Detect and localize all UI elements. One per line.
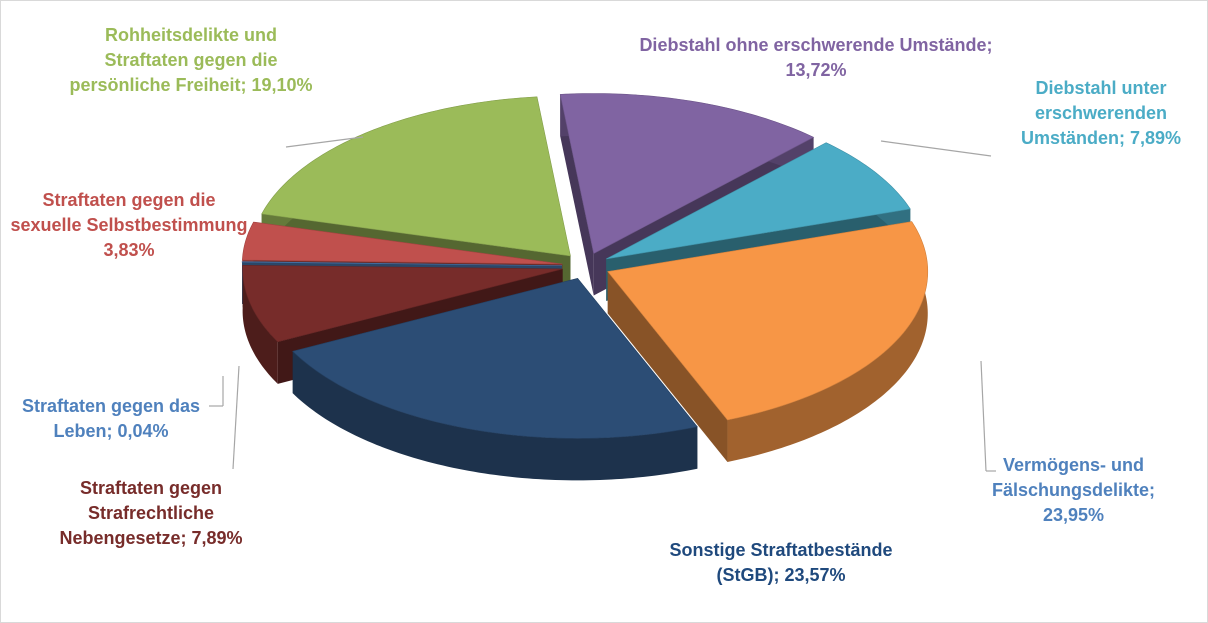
leader-line (980, 360, 987, 472)
slice (242, 265, 563, 343)
value-label: ; 7,89% (180, 528, 243, 548)
slice (241, 261, 563, 266)
value-label: ; 0,04% (106, 421, 169, 441)
value-label: 3,83% (103, 240, 155, 260)
value-label: ; 23,57% (773, 565, 846, 585)
slice-side (292, 351, 698, 481)
category-name: Straftaten gegen Strafrechtliche Nebenge… (59, 478, 223, 548)
category-name: Vermögens- und Fälschungsdelikte (991, 455, 1150, 500)
category-name: Diebstahl unter erschwerenden Umständen (1020, 78, 1168, 148)
slice (242, 221, 563, 265)
slice-label: Sonstige Straftatbestände (StGB); 23,57% (661, 538, 901, 588)
value-label: ; 23,95% (1042, 480, 1156, 525)
value-label: ; 7,89% (1118, 128, 1182, 148)
slice-label: Rohheitsdelikte und Straftaten gegen die… (66, 23, 316, 98)
value-label: ; 19,10% (240, 75, 313, 95)
leader-line (232, 365, 240, 470)
slice-wall (607, 271, 728, 462)
category-name: Diebstahl ohne erschwerende Umstände (639, 35, 987, 55)
category-name: Rohheitsdelikte und Straftaten gegen die… (69, 25, 278, 95)
slice-side (727, 221, 928, 462)
slice (292, 278, 698, 439)
slice (606, 142, 911, 260)
leader-line (880, 140, 992, 157)
slice-label: Diebstahl ohne erschwerende Umstände; 13… (636, 33, 996, 83)
slice-label: Straftaten gegen Strafrechtliche Nebenge… (41, 476, 261, 551)
category-name: Straftaten gegen die sexuelle Selbstbest… (10, 190, 248, 235)
slice (559, 93, 815, 254)
slice-side (242, 265, 278, 384)
slice (261, 96, 571, 257)
category-name: Sonstige Straftatbestände (StGB) (669, 540, 893, 585)
slice-wall (560, 94, 594, 296)
slice-label: Vermögens- und Fälschungsdelikte; 23,95% (966, 453, 1181, 528)
slice-label: Diebstahl unter erschwerenden Umständen;… (991, 76, 1207, 151)
slice-label: Straftaten gegen die sexuelle Selbstbest… (9, 188, 249, 263)
slice (607, 221, 929, 421)
slice-label: Straftaten gegen das Leben; 0,04% (11, 394, 211, 444)
category-name: Straftaten gegen das Leben (21, 396, 201, 441)
value-label: ; 13,72% (785, 35, 993, 80)
leader-line (285, 136, 364, 148)
